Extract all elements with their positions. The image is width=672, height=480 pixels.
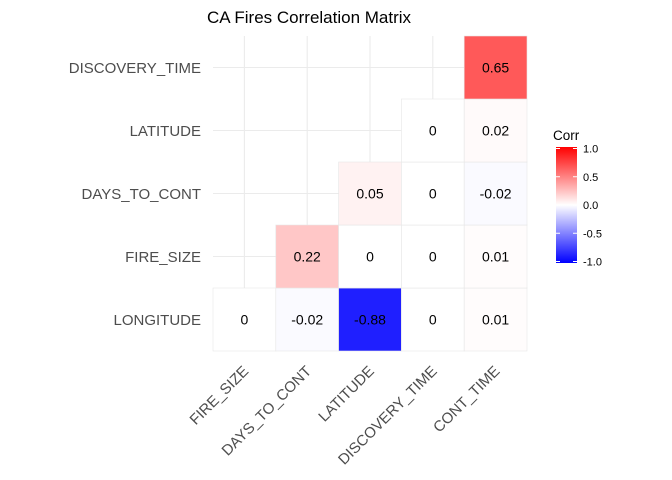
- legend-colorbar: [556, 147, 577, 263]
- cell-label-cont-time-discovery-time: 0.65: [482, 60, 509, 76]
- legend-tick-label: 0.5: [583, 172, 598, 184]
- legend-ticks: 1.0 0.5 0.0 -0.5 -1.0: [556, 144, 602, 269]
- y-tick-label-longitude: LONGITUDE: [113, 312, 201, 329]
- legend: Corr 1.0 0.5 0.0 -0.5 -1.0: [553, 128, 602, 269]
- heatmap-cell-cont-time-days-to-cont: [463, 161, 528, 226]
- cell-label-fire-size-longitude: 0: [241, 312, 249, 328]
- legend-tick-label: -0.5: [583, 228, 602, 240]
- x-tick-label-latitude: LATITUDE: [315, 363, 378, 426]
- chart-title: CA Fires Correlation Matrix: [207, 8, 412, 27]
- heatmap-cell-latitude-fire-size: [338, 224, 402, 289]
- y-tick-label-fire-size: FIRE_SIZE: [125, 249, 201, 266]
- heatmap-cell-cont-time-fire-size: [463, 224, 528, 289]
- cell-label-latitude-longitude: -0.88: [354, 312, 386, 328]
- legend-tick-label: 0.0: [583, 200, 598, 212]
- heatmap-cell-labels: 0 -0.02 -0.88 0 0.01 0.22 0 0 0.01 0.05 0 -0.02 0 0.0…: [241, 60, 512, 328]
- y-tick-label-latitude: LATITUDE: [130, 123, 201, 140]
- x-tick-label-fire-size: FIRE_SIZE: [187, 363, 253, 429]
- heatmap-cell-discovery-time-latitude: [401, 98, 465, 163]
- y-axis: LONGITUDE FIRE_SIZE DAYS_TO_CONT LATITUDE DI…: [69, 60, 201, 329]
- heatmap-cell-latitude-longitude: [338, 287, 402, 352]
- cell-label-cont-time-longitude: 0.01: [482, 312, 509, 328]
- heatmap-cell-latitude-days-to-cont: [338, 161, 402, 226]
- x-tick-label-cont-time: CONT_TIME: [430, 363, 503, 436]
- cell-label-days-to-cont-fire-size: 0.22: [294, 249, 321, 265]
- heatmap-cell-days-to-cont-longitude: [275, 287, 339, 352]
- heatmap-cell-cont-time-longitude: [463, 287, 528, 352]
- legend-title: Corr: [553, 128, 580, 143]
- cell-label-days-to-cont-longitude: -0.02: [291, 312, 323, 328]
- cell-label-latitude-fire-size: 0: [366, 249, 374, 265]
- cell-label-discovery-time-days-to-cont: 0: [429, 186, 437, 202]
- cell-label-discovery-time-longitude: 0: [429, 312, 437, 328]
- y-tick-label-days-to-cont: DAYS_TO_CONT: [82, 186, 201, 203]
- heatmap-cell-discovery-time-days-to-cont: [401, 161, 465, 226]
- y-tick-label-discovery-time: DISCOVERY_TIME: [69, 60, 201, 77]
- heatmap-cell-days-to-cont-fire-size: [275, 224, 339, 289]
- cell-label-cont-time-days-to-cont: -0.02: [480, 186, 512, 202]
- heatmap-cell-discovery-time-longitude: [401, 287, 465, 352]
- heatmap-cell-cont-time-discovery-time: [463, 35, 528, 100]
- cell-label-cont-time-latitude: 0.02: [482, 123, 509, 139]
- cell-label-discovery-time-latitude: 0: [429, 123, 437, 139]
- cell-label-discovery-time-fire-size: 0: [429, 249, 437, 265]
- cell-label-latitude-days-to-cont: 0.05: [356, 186, 383, 202]
- legend-tick-label: 1.0: [583, 144, 598, 156]
- heatmap-cell-discovery-time-fire-size: [401, 224, 465, 289]
- legend-tick-label: -1.0: [583, 257, 602, 269]
- heatmap-tiles: [212, 35, 528, 352]
- cell-label-cont-time-fire-size: 0.01: [482, 249, 509, 265]
